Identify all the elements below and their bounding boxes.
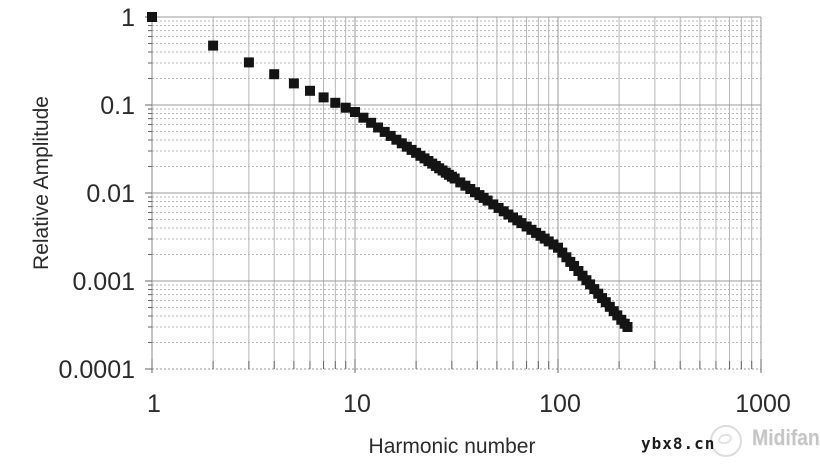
x-axis-title: Harmonic number bbox=[369, 435, 536, 458]
y-axis-title: Relative Amplitude bbox=[30, 96, 53, 270]
data-point bbox=[269, 69, 280, 80]
midifan-logo-icon bbox=[710, 425, 742, 457]
data-point bbox=[482, 195, 493, 206]
watermark-brand-text: Midifan bbox=[752, 425, 820, 450]
data-point bbox=[318, 92, 329, 103]
data-point bbox=[340, 102, 351, 113]
data-point bbox=[385, 130, 396, 141]
data-point bbox=[366, 117, 377, 128]
data-point bbox=[358, 112, 369, 123]
x-tick-label-10: 10 bbox=[343, 390, 371, 418]
data-point bbox=[147, 12, 157, 22]
y-tick-label-0p001: 0.001 bbox=[72, 268, 135, 296]
x-tick-label-1: 1 bbox=[147, 390, 161, 418]
data-point bbox=[391, 134, 402, 145]
data-point bbox=[350, 107, 360, 117]
data-point bbox=[455, 177, 466, 188]
data-point bbox=[305, 85, 315, 96]
watermark-site-text: ybx8.cn bbox=[641, 434, 716, 453]
data-point bbox=[488, 199, 499, 210]
data-point bbox=[379, 126, 390, 137]
data-point bbox=[330, 97, 341, 108]
data-point bbox=[449, 173, 460, 184]
y-tick-label-0p01: 0.01 bbox=[86, 180, 135, 208]
axis-tick-marks bbox=[145, 16, 762, 373]
data-point bbox=[288, 78, 299, 89]
y-tick-label-1: 1 bbox=[121, 4, 135, 32]
data-point bbox=[622, 322, 633, 332]
y-tick-label-0p0001: 0.0001 bbox=[59, 356, 135, 384]
data-point bbox=[208, 40, 219, 51]
data-point bbox=[243, 57, 254, 68]
data-point bbox=[516, 218, 527, 229]
y-tick-label-0p1: 0.1 bbox=[100, 92, 135, 120]
x-tick-label-1000: 1000 bbox=[735, 390, 791, 418]
data-point bbox=[493, 202, 504, 213]
data-point bbox=[373, 122, 384, 133]
x-tick-label-100: 100 bbox=[539, 390, 581, 418]
data-point-markers bbox=[147, 12, 633, 332]
